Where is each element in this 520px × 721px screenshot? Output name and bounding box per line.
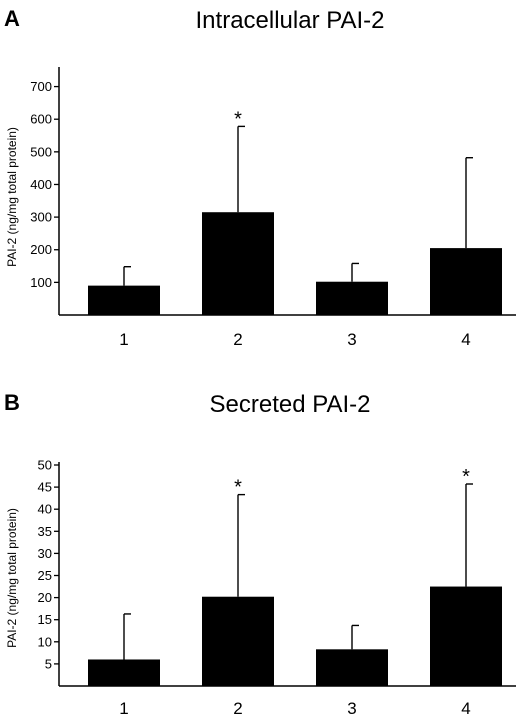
panel-b-y-tick-label: 10	[38, 634, 52, 649]
panel-b-y-tick-label: 5	[45, 656, 52, 671]
panel-a-y-tick-label: 300	[30, 210, 52, 225]
panel-b-y-tick-label: 50	[38, 458, 52, 473]
panel-b-y-tick-label: 45	[38, 480, 52, 495]
panel-b-y-tick-label: 15	[38, 612, 52, 627]
panel-b-x-tick-label: 1	[119, 699, 128, 718]
panel-a-y-ticks: 100 200 300 400 500 600 700	[30, 79, 59, 290]
panel-a-title: Intracellular PAI-2	[196, 7, 385, 34]
panel-a-x-tick-label: 3	[347, 330, 356, 349]
panel-a-x-tick-label: 1	[119, 330, 128, 349]
panel-b-y-tick-label: 20	[38, 590, 52, 605]
panel-a-bar-3	[316, 281, 388, 315]
panel-b-x-tick-label: 2	[233, 699, 242, 718]
panel-a-significance-marker: *	[234, 108, 242, 130]
panel-a-y-tick-label: 500	[30, 144, 52, 159]
panel-a-chart: A Intracellular PAI-2 PAI-2 (ng/mg total…	[4, 6, 516, 349]
panel-a-bars: 1 * 2 3 4	[88, 108, 502, 349]
panel-b-title: Secreted PAI-2	[210, 391, 371, 418]
panel-b-y-axis-label: PAI-2 (ng/mg total protein)	[5, 508, 19, 648]
panel-a-y-tick-label: 600	[30, 112, 52, 127]
panel-a-bar-1	[88, 285, 160, 315]
panel-b-letter: B	[4, 390, 20, 415]
panel-b-x-tick-label: 4	[461, 699, 470, 718]
panel-a-bar-4	[430, 248, 502, 315]
panel-a-x-tick-label: 2	[233, 330, 242, 349]
panel-a-bar-2	[202, 212, 274, 315]
panel-a-y-tick-label: 100	[30, 275, 52, 290]
panel-b-chart: B Secreted PAI-2 PAI-2 (ng/mg total prot…	[4, 390, 516, 718]
panel-b-bar-1	[88, 659, 160, 686]
panel-b-bar-2	[202, 596, 274, 686]
panel-b-bar-3	[316, 649, 388, 686]
panel-a-y-tick-label: 700	[30, 79, 52, 94]
panel-a-letter: A	[4, 6, 20, 31]
panel-b-y-tick-label: 30	[38, 546, 52, 561]
panel-a-x-tick-label: 4	[461, 330, 470, 349]
panel-b-x-tick-label: 3	[347, 699, 356, 718]
panel-b-y-tick-label: 25	[38, 568, 52, 583]
panel-b-significance-marker: *	[462, 466, 470, 488]
panel-b-y-tick-label: 35	[38, 524, 52, 539]
panel-b-y-tick-label: 40	[38, 502, 52, 517]
panel-b-bars: 1 * 2 3 * 4	[88, 466, 502, 718]
panel-b-y-ticks: 5 10 15 20 25 30 35 40 45 50	[38, 458, 59, 671]
panel-a-y-tick-label: 200	[30, 242, 52, 257]
panel-b-bar-4	[430, 586, 502, 686]
panel-b-significance-marker: *	[234, 477, 242, 499]
panel-a-y-tick-label: 400	[30, 177, 52, 192]
panel-a-y-axis-label: PAI-2 (ng/mg total protein)	[5, 127, 19, 267]
